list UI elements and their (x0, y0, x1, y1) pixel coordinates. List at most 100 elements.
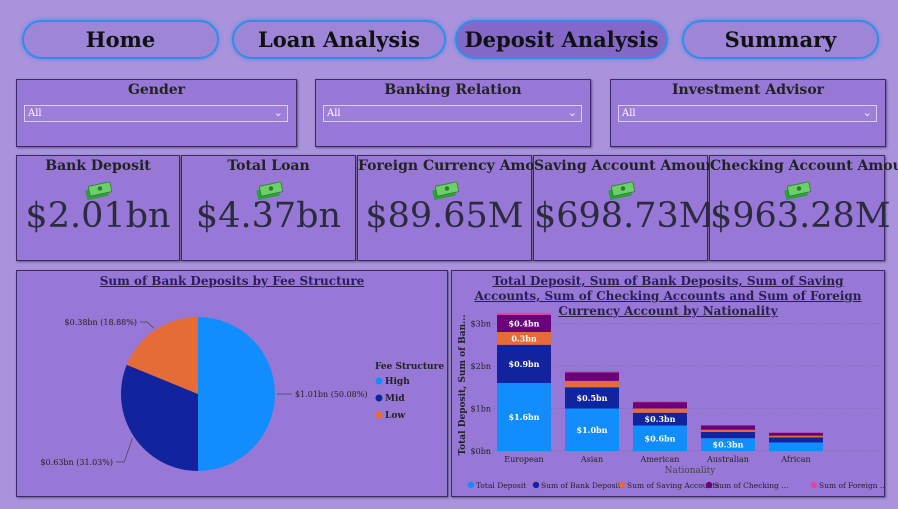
investment-advisor-dropdown[interactable]: All ⌄ (618, 105, 877, 122)
kpi-value: $698.73M (534, 196, 715, 236)
bar-segment (769, 437, 823, 443)
bar-segment (497, 315, 551, 332)
bar-segment (633, 402, 687, 409)
bar-segment (701, 431, 755, 439)
bar-segment (565, 372, 619, 381)
kpi-bank-deposit: Bank Deposit $2.01bn (16, 155, 180, 261)
bar-segment (565, 380, 619, 388)
bar-data-label: 0.3bn (511, 333, 537, 343)
bar-segment (769, 432, 823, 436)
bar-legend-marker (810, 481, 818, 489)
pie-legend-marker (375, 394, 383, 402)
kpi-saving-account: Saving Account Amount $698.73M (533, 155, 723, 261)
banking-relation-slicer-title: Banking Relation (384, 82, 522, 98)
bar-segment (565, 408, 619, 451)
bar-data-label: $1.6bn (509, 412, 540, 422)
bar-segment (633, 408, 687, 413)
bar-segment (701, 438, 755, 451)
pie-legend-marker (375, 411, 383, 419)
gender-dropdown[interactable]: All ⌄ (24, 105, 288, 122)
bar-data-label: $0.4bn (509, 319, 540, 329)
x-tick-label: Asian (580, 455, 603, 464)
kpi-title: Total Loan (227, 158, 310, 174)
x-tick-label: African (780, 455, 810, 464)
chevron-down-icon: ⌄ (862, 106, 872, 119)
bar-legend-marker (532, 481, 540, 489)
bar-legend-item: Sum of Saving Accounts (627, 481, 719, 490)
chevron-down-icon: ⌄ (273, 106, 283, 119)
nav-deposit-analysis-button[interactable]: Deposit Analysis (455, 20, 668, 59)
kpi-value: $4.37bn (195, 196, 342, 236)
kpi-value: $89.65M (365, 196, 524, 236)
bar-chart-panel: Total Deposit, Sum of Bank Deposits, Sum… (451, 270, 885, 497)
money-icon (85, 181, 113, 200)
money-icon (431, 181, 459, 200)
kpi-title: Checking Account Amount (710, 158, 898, 174)
money-icon (784, 181, 812, 200)
bar-segment (633, 412, 687, 426)
y-axis-label: Total Deposit, Sum of Ban... (458, 314, 468, 455)
nav-loan-analysis-button[interactable]: Loan Analysis (232, 20, 446, 59)
y-tick-label: $2bn (471, 362, 491, 371)
kpi-total-loan: Total Loan $4.37bn (181, 155, 356, 261)
x-tick-label: European (504, 455, 543, 464)
kpi-title: Bank Deposit (45, 158, 151, 174)
bar-legend-item: Sum of Foreign ... (819, 481, 884, 490)
nav-home-button[interactable]: Home (22, 20, 219, 59)
pie-data-label: $0.63bn (31.03%) (41, 458, 113, 467)
bar-data-label: $0.9bn (509, 359, 540, 369)
bar-legend-item: Sum of Checking ... (714, 481, 788, 490)
bar-legend-item: Total Deposit (476, 481, 526, 490)
bar-segment (633, 425, 687, 451)
pie-legend-item: High (385, 377, 410, 387)
banking-relation-dropdown[interactable]: All ⌄ (323, 105, 582, 122)
pie-leader-line (116, 437, 133, 463)
bar-segment (769, 435, 823, 438)
bar-data-label: $0.3bn (645, 414, 676, 424)
pie-legend-item: Low (385, 411, 405, 421)
bar-segment (633, 401, 687, 403)
money-icon (255, 181, 283, 200)
kpi-title: Foreign Currency Amount (358, 158, 562, 174)
investment-advisor-dropdown-value: All (622, 108, 636, 119)
kpi-title: Saving Account Amount (534, 158, 723, 174)
x-axis-label: Nationality (665, 466, 717, 476)
kpi-value: $2.01bn (25, 196, 171, 236)
x-tick-label: Australian (706, 455, 749, 464)
bar-segment (497, 312, 551, 315)
bar-segment (769, 442, 823, 451)
bar-segment (497, 332, 551, 345)
pie-data-label: $0.38bn (18.88%) (65, 318, 137, 327)
bar-legend-marker (467, 481, 475, 489)
y-tick-label: $1bn (471, 405, 491, 414)
pie-leader-line (140, 321, 155, 329)
kpi-value: $963.28M (710, 196, 891, 236)
pie-chart-panel: Sum of Bank Deposits by Fee Structure $1… (16, 270, 448, 497)
nav-summary-button[interactable]: Summary (682, 20, 879, 59)
bar-data-label: $1.0bn (577, 425, 608, 435)
pie-legend-item: Mid (385, 394, 405, 404)
pie-legend-marker (375, 377, 383, 385)
y-tick-label: $3bn (471, 320, 491, 329)
investment-advisor-slicer-title: Investment Advisor (671, 82, 825, 98)
banking-relation-slicer: Banking Relation All ⌄ (315, 79, 591, 147)
bar-segment (701, 429, 755, 432)
bar-chart-title: Total Deposit, Sum of Bank Deposits, Sum… (474, 274, 862, 318)
pie-chart: $1.01bn (50.08%) $0.63bn (31.03%) $0.38bn … (41, 317, 444, 471)
pie-legend-title: Fee Structure (375, 362, 444, 372)
kpi-checking-account: Checking Account Amount $963.28M (709, 155, 898, 261)
pie-data-label: $1.01bn (50.08%) (295, 390, 367, 399)
investment-advisor-slicer: Investment Advisor All ⌄ (610, 79, 886, 147)
gender-dropdown-value: All (28, 108, 42, 119)
bar-legend-marker (705, 481, 713, 489)
x-tick-label: American (640, 455, 680, 464)
bar-segment (565, 371, 619, 373)
kpi-foreign-currency: Foreign Currency Amount $89.65M (357, 155, 562, 261)
bar-legend-item: Sum of Bank Deposits (541, 481, 625, 490)
bar-segment (497, 344, 551, 383)
money-icon (607, 181, 635, 200)
bar-data-label: $0.5bn (577, 393, 608, 403)
chevron-down-icon: ⌄ (567, 106, 577, 119)
gender-slicer: Gender All ⌄ (16, 79, 297, 147)
